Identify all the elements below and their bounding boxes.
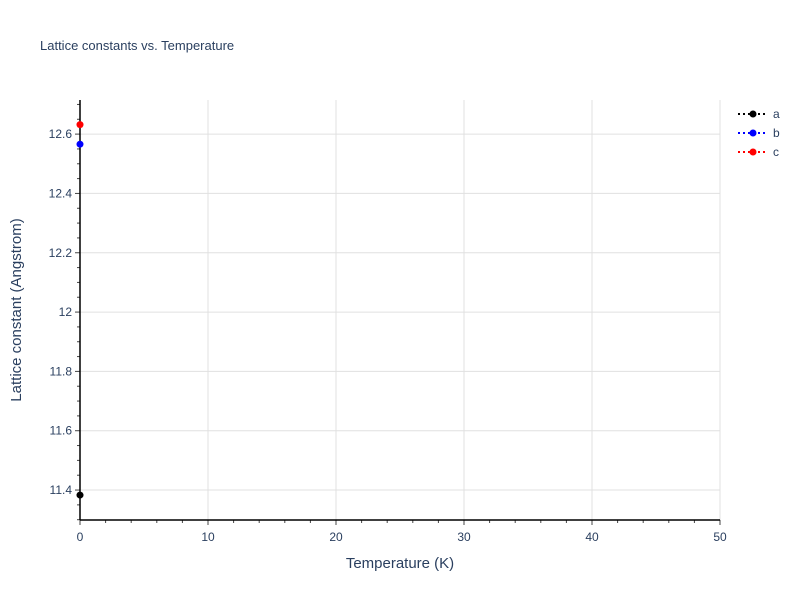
legend-label-b: b bbox=[773, 126, 780, 140]
y-tick-label: 12.6 bbox=[49, 127, 73, 141]
x-tick-label: 30 bbox=[457, 530, 471, 544]
data-point-c bbox=[76, 121, 84, 129]
y-tick-label: 11.6 bbox=[50, 424, 73, 438]
y-tick-label: 12.4 bbox=[49, 186, 73, 200]
axes: 0 10 20 30 40 50 11.4 11.6 11.8 12 12.2 12.4 12.6 bbox=[49, 100, 727, 544]
legend-label-c: c bbox=[773, 145, 779, 159]
x-tick-label: 0 bbox=[77, 530, 84, 544]
data-points bbox=[76, 121, 84, 499]
x-tick-label: 40 bbox=[585, 530, 599, 544]
x-tick-label: 20 bbox=[329, 530, 343, 544]
x-tick-label: 10 bbox=[201, 530, 215, 544]
data-point-b bbox=[76, 140, 84, 148]
x-axis-label: Temperature (K) bbox=[346, 555, 454, 572]
data-point-a bbox=[76, 491, 84, 499]
y-tick-label: 11.8 bbox=[50, 364, 73, 378]
y-tick-label: 11.4 bbox=[50, 483, 73, 497]
grid bbox=[80, 100, 721, 520]
y-tick-label: 12 bbox=[59, 305, 73, 319]
y-axis-label: Lattice constant (Angstrom) bbox=[8, 218, 25, 401]
legend-marker-a bbox=[749, 110, 757, 118]
legend-label-a: a bbox=[773, 107, 780, 121]
x-tick-label: 50 bbox=[713, 530, 727, 544]
legend[interactable]: abc bbox=[738, 107, 780, 159]
legend-marker-c bbox=[749, 148, 757, 156]
chart-title: Lattice constants vs. Temperature bbox=[40, 38, 234, 53]
legend-marker-b bbox=[749, 129, 757, 137]
y-tick-label: 12.2 bbox=[49, 246, 73, 260]
